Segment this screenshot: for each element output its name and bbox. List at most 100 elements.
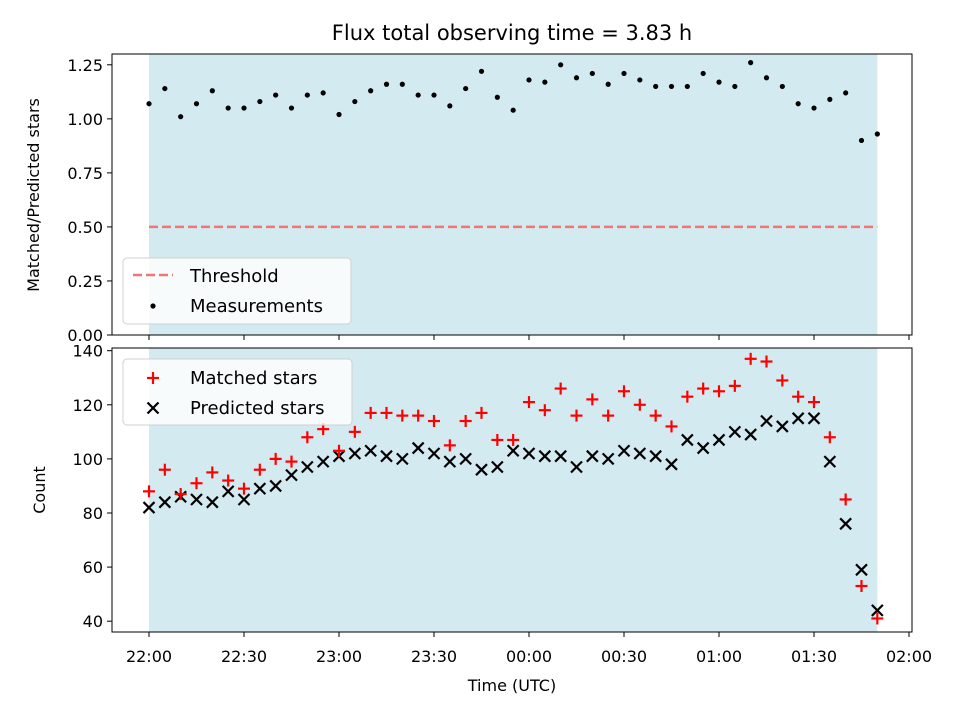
matched-stars-point: [633, 398, 646, 411]
bottom-y-tick-label: 120: [72, 396, 103, 415]
matched-stars-point: [143, 485, 155, 498]
x-tick-label: 23:00: [316, 647, 362, 666]
measurement-point: [605, 81, 611, 87]
matched-stars-point: [871, 612, 884, 625]
matched-stars-point: [443, 439, 456, 452]
measurement-point: [146, 101, 152, 107]
predicted-stars-point: [522, 447, 536, 460]
measurement-point: [558, 62, 564, 68]
predicted-stars-point: [316, 455, 330, 468]
x-tick-label: 23:30: [411, 647, 457, 666]
measurement-point: [494, 94, 500, 100]
bottom-plot-frame: [111, 347, 913, 633]
matched-stars-point: [475, 406, 488, 419]
predicted-stars-point: [459, 452, 472, 466]
predicted-stars-point: [285, 468, 298, 482]
matched-stars-point: [301, 431, 314, 444]
matched-stars-point: [206, 466, 219, 479]
measurement-point: [510, 107, 516, 113]
matched-stars-point: [238, 482, 250, 495]
bottom-legend-box: [122, 358, 353, 426]
matched-stars-point: [602, 409, 615, 422]
x-tick-label: 00:30: [601, 647, 647, 666]
bottom-y-tick-label: 100: [72, 450, 103, 469]
legend-threshold-label: Threshold: [189, 266, 279, 287]
matched-stars-point: [792, 390, 805, 403]
predicted-stars-point: [253, 482, 267, 495]
measurement-point: [843, 90, 849, 96]
matched-stars-point: [808, 396, 820, 409]
measurement-point: [637, 77, 643, 83]
predicted-stars-point: [443, 455, 457, 468]
measurement-point: [336, 111, 342, 118]
predicted-stars-point: [301, 460, 314, 474]
top-y-axis-label: Matched/Predicted stars: [24, 98, 43, 292]
bottom-y-axis-label: Count: [30, 466, 49, 514]
predicted-stars-point: [237, 493, 251, 506]
measurement-point: [589, 70, 595, 77]
matched-stars-point: [570, 409, 583, 422]
top-y-tick-label: 0.75: [67, 164, 103, 183]
predicted-stars-point: [696, 441, 710, 455]
top-legend: Threshold Measurements: [122, 257, 352, 325]
measurement-point: [621, 70, 627, 77]
predicted-stars-point: [712, 433, 726, 447]
predicted-stars-point: [744, 428, 757, 441]
measurement-point: [273, 92, 279, 98]
measurement-point: [811, 105, 817, 111]
matched-stars-point: [665, 420, 678, 433]
x-axis-label: Time (UTC): [467, 676, 556, 695]
predicted-stars-point: [617, 444, 631, 458]
top-plot-frame: [111, 53, 913, 336]
measurement-point: [795, 101, 801, 107]
matched-stars-point: [744, 352, 757, 365]
matched-stars-point: [396, 409, 409, 422]
measurement-point: [352, 98, 358, 105]
predicted-stars-point: [427, 447, 441, 460]
measurement-point: [526, 77, 532, 83]
predicted-stars-point: [570, 460, 583, 474]
matched-stars-point: [760, 355, 773, 368]
top-y-tick-label: 1.00: [67, 110, 103, 129]
measurement-point: [241, 105, 247, 111]
predicted-stars-point: [396, 452, 409, 466]
matched-stars-point: [491, 433, 504, 446]
predicted-stars-point: [411, 441, 425, 455]
matched-stars-point: [285, 455, 298, 468]
x-tick-label: 22:30: [221, 647, 267, 666]
matched-stars-point: [364, 406, 377, 419]
measurement-point: [732, 83, 738, 90]
matched-stars-point: [253, 463, 266, 476]
predicted-stars-point: [142, 501, 156, 514]
matched-stars-point: [428, 415, 440, 428]
predicted-stars-point: [601, 452, 615, 466]
measurement-point: [858, 137, 865, 144]
legend-predicted-swatch: [146, 401, 160, 415]
legend-measurements-label: Measurements: [190, 296, 323, 317]
measurement-point: [368, 88, 374, 94]
measurement-point: [748, 60, 754, 66]
top-legend-box: [122, 257, 352, 325]
measurement-point: [542, 79, 548, 85]
measurement-point: [304, 92, 310, 98]
legend-matched-label: Matched stars: [190, 368, 317, 389]
measurement-point: [447, 103, 453, 109]
predicted-stars-point: [839, 517, 852, 531]
measurement-point: [399, 81, 405, 87]
matched-stars-point: [681, 390, 694, 403]
measurement-point: [193, 101, 200, 107]
measurement-point: [320, 90, 326, 96]
top-y-tick-label: 0.50: [67, 218, 103, 237]
matched-stars-point: [554, 382, 567, 395]
predicted-stars-point: [475, 463, 488, 476]
measurement-point: [209, 88, 215, 94]
predicted-stars-point: [760, 414, 773, 428]
bottom-y-tick-label: 40: [83, 612, 103, 631]
measurement-point: [288, 105, 295, 111]
measurement-point: [463, 85, 469, 92]
legend-measurements-swatch: [150, 303, 156, 309]
predicted-stars-point: [728, 425, 742, 439]
bottom-y-tick-label: 140: [72, 342, 103, 361]
matched-stars-point: [538, 404, 551, 417]
